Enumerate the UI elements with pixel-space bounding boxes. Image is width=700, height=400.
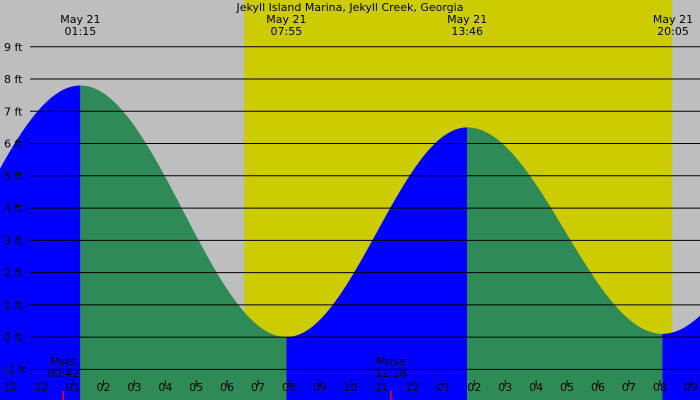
rising-tide-area (0, 85, 81, 400)
x-tick-label: 09 (313, 381, 327, 394)
tide-event-date: May 21 (60, 13, 100, 26)
moon-event-label: Mrise (376, 355, 406, 368)
x-tick-label: 09 (684, 381, 698, 394)
x-tick-label: 10 (344, 381, 358, 394)
tide-event-time: 13:46 (451, 25, 483, 38)
y-tick-label: 0 ft (4, 331, 23, 344)
moon-event-label: Mset (50, 355, 77, 368)
y-tick-label: 9 ft (4, 41, 23, 54)
tide-event-date: May 21 (266, 13, 306, 26)
x-tick-label: 06 (591, 381, 605, 394)
y-tick-label: 3 ft (4, 234, 23, 247)
falling-tide-area (467, 127, 663, 400)
x-tick-label: 12 (406, 381, 420, 394)
x-tick-label: 12 (35, 381, 49, 394)
x-tick-label: 04 (529, 381, 543, 394)
y-tick-label: 1 ft (4, 299, 23, 312)
x-tick-label: 03 (127, 381, 141, 394)
moon-event-time: 11:18 (375, 367, 407, 380)
x-tick-label: 05 (560, 381, 574, 394)
y-tick-label: -1 ft (4, 363, 27, 376)
x-tick-label: 11 (4, 381, 18, 394)
x-tick-label: 02 (97, 381, 111, 394)
falling-tide-area (80, 85, 287, 400)
tide-event-date: May 21 (653, 13, 693, 26)
x-tick-label: 08 (282, 381, 296, 394)
rising-tide-area (286, 127, 468, 400)
tide-event-date: May 21 (447, 13, 487, 26)
y-tick-label: 5 ft (4, 170, 23, 183)
x-tick-label: 05 (189, 381, 203, 394)
y-tick-label: 2 ft (4, 267, 23, 280)
moon-event-time: 00:42 (48, 367, 80, 380)
x-tick-label: 07 (251, 381, 265, 394)
x-tick-label: 01 (66, 381, 80, 394)
x-tick-label: 11 (375, 381, 389, 394)
x-tick-label: 04 (158, 381, 172, 394)
tide-event-time: 01:15 (65, 25, 97, 38)
x-tick-label-layer: 11 12 01 02 03 04 05 06 07 08 09 10 11 12 01 02 03 04 05 06… (4, 380, 698, 394)
x-tick-label: 03 (498, 381, 512, 394)
x-tick-label: 06 (220, 381, 234, 394)
x-tick-label: 07 (622, 381, 636, 394)
chart-title: Jekyll Island Marina, Jekyll Creek, Geor… (236, 1, 464, 14)
y-tick-label: 7 ft (4, 105, 23, 118)
x-tick-label: 01 (436, 381, 450, 394)
tide-event-time: 07:55 (271, 25, 303, 38)
tide-event-time: 20:05 (657, 25, 689, 38)
y-tick-label: 6 ft (4, 138, 23, 151)
x-tick-label: 08 (653, 381, 667, 394)
y-tick-label: 8 ft (4, 73, 23, 86)
y-tick-label-layer: 9 ft 8 ft 7 ft 6 ft 5 ft 4 ft 3 ft 2 ft 1 ft 0 ft… (4, 41, 27, 377)
x-tick-label: 02 (467, 381, 481, 394)
gridline-layer (30, 46, 700, 370)
y-tick-label: 4 ft (4, 202, 23, 215)
